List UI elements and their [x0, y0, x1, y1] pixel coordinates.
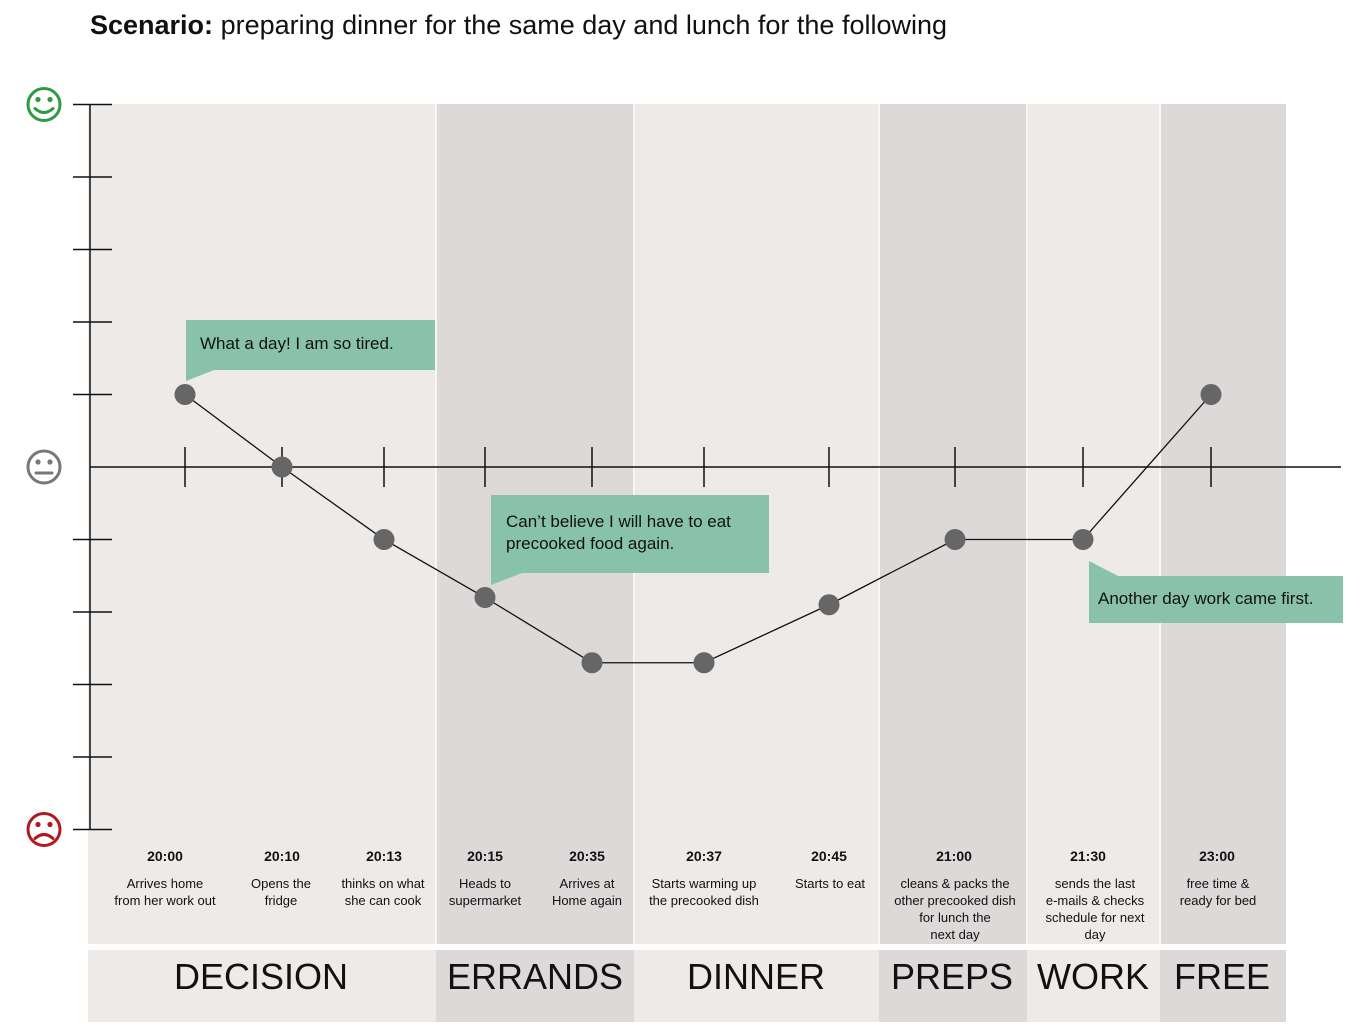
- phase-label-band: [1027, 950, 1160, 1022]
- step-description: supermarket: [449, 893, 522, 908]
- face-eye: [47, 459, 53, 465]
- face-eye: [47, 821, 53, 828]
- bubble-text: Can’t believe I will have to eat: [506, 512, 731, 531]
- phase-label: DECISION: [174, 956, 348, 997]
- step-description: next day: [930, 927, 980, 942]
- data-point: [818, 594, 840, 616]
- step-time: 20:13: [366, 848, 402, 864]
- thought-bubble: Can’t believe I will have to eat precooke…: [491, 495, 769, 585]
- phase-label: WORK: [1037, 956, 1149, 997]
- thought-bubble: What a day! I am so tired.: [186, 320, 435, 381]
- happy-face-icon: [26, 87, 62, 122]
- sad-face-icon: [26, 812, 62, 847]
- phase-labels: DECISION ERRANDS DINNER PREPS WORK FREE: [174, 956, 1270, 997]
- bubble-tail: [491, 573, 522, 585]
- step-description: sends the last: [1055, 876, 1136, 891]
- phase-band: [1027, 104, 1160, 944]
- face-outline: [26, 812, 62, 847]
- chart-axes: [73, 103, 1341, 831]
- bubble-box: [186, 320, 435, 370]
- step-description: Heads to: [459, 876, 511, 891]
- step-description: Opens the: [251, 876, 311, 891]
- step-time: 20:45: [811, 848, 847, 864]
- face-outline: [26, 87, 62, 122]
- emotion-scale-icons: [26, 87, 62, 847]
- bubble-tail: [1089, 561, 1118, 576]
- neutral-face-icon: [26, 449, 62, 485]
- step-time: 20:15: [467, 848, 503, 864]
- step-description: fridge: [265, 893, 298, 908]
- data-point: [373, 529, 395, 550]
- step-description: other precooked dish: [894, 893, 1015, 908]
- bubble-box: [1089, 576, 1343, 623]
- thought-bubbles: What a day! I am so tired. Can’t believe …: [186, 320, 1343, 623]
- bubble-box: [491, 495, 769, 573]
- face-eye: [47, 96, 53, 103]
- phase-band: [88, 104, 436, 944]
- bubble-text: Another day work came first.: [1098, 589, 1313, 608]
- step-description: Arrives home: [127, 876, 204, 891]
- emotion-line: [184, 393, 1212, 664]
- step-description: the precooked dish: [649, 893, 759, 908]
- step-description: e-mails & checks: [1046, 893, 1145, 908]
- data-point: [693, 652, 715, 674]
- phase-label: DINNER: [687, 956, 825, 997]
- step-description: from her work out: [114, 893, 216, 908]
- phase-band: [1160, 104, 1286, 944]
- step-description: Starts warming up: [652, 876, 757, 891]
- phase-label: ERRANDS: [447, 956, 623, 997]
- data-point: [1072, 529, 1094, 550]
- bubble-text: What a day! I am so tired.: [200, 334, 394, 353]
- face-outline: [26, 449, 62, 485]
- step-description: Home again: [552, 893, 622, 908]
- data-point: [581, 652, 603, 674]
- title-prefix: Scenario:: [90, 10, 214, 40]
- step-description: thinks on what: [341, 876, 424, 891]
- page-title: Scenario: preparing dinner for the same …: [90, 10, 947, 41]
- phase-label-band: [436, 950, 634, 1022]
- data-point: [944, 529, 966, 550]
- step-description: Starts to eat: [795, 876, 865, 891]
- phase-label-band: [634, 950, 879, 1022]
- step-description: cleans & packs the: [900, 876, 1009, 891]
- step-time: 21:00: [936, 848, 972, 864]
- step-description: ready for bed: [1180, 893, 1257, 908]
- emotion-line-series: [174, 384, 1222, 674]
- data-point: [474, 587, 496, 608]
- step-description: free time &: [1187, 876, 1250, 891]
- step-time: 20:10: [264, 848, 300, 864]
- data-point: [271, 456, 293, 478]
- bubble-tail: [186, 370, 214, 381]
- step-time: 23:00: [1199, 848, 1235, 864]
- title-text: preparing dinner for the same day and lu…: [220, 10, 948, 40]
- step-time: 21:30: [1070, 848, 1106, 864]
- face-mouth: [33, 833, 55, 840]
- bubble-text: precooked food again.: [506, 534, 674, 553]
- step-time: 20:35: [569, 848, 605, 864]
- thought-bubble: Another day work came first.: [1089, 561, 1343, 623]
- step-time: 20:37: [686, 848, 722, 864]
- step-description: day: [1085, 927, 1106, 942]
- phase-label: FREE: [1174, 956, 1270, 997]
- face-eye: [35, 459, 41, 465]
- face-mouth: [33, 107, 55, 114]
- data-point: [174, 384, 196, 405]
- face-eye: [35, 821, 41, 828]
- phase-label-band: [879, 950, 1027, 1022]
- face-eye: [35, 96, 41, 103]
- step-time: 20:00: [147, 848, 183, 864]
- data-point: [1200, 384, 1222, 405]
- phase-band: [879, 104, 1027, 944]
- step-description: she can cook: [345, 893, 422, 908]
- step-description: schedule for next: [1045, 910, 1144, 925]
- step-labels: 20:00 Arrives home from her work out 20:10 O…: [114, 848, 1256, 942]
- step-description: for lunch the: [919, 910, 991, 925]
- phase-label-band: [1160, 950, 1286, 1022]
- phase-label-band: [88, 950, 436, 1022]
- step-description: Arrives at: [560, 876, 615, 891]
- phase-label: PREPS: [891, 956, 1013, 997]
